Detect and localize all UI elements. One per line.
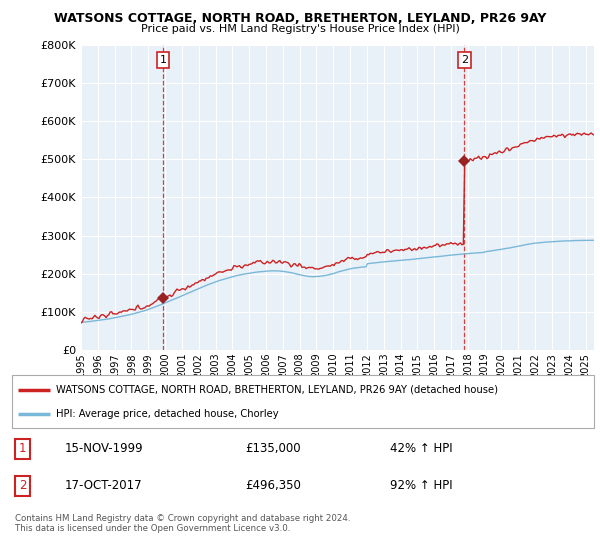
FancyBboxPatch shape [12, 375, 594, 428]
Text: WATSONS COTTAGE, NORTH ROAD, BRETHERTON, LEYLAND, PR26 9AY (detached house): WATSONS COTTAGE, NORTH ROAD, BRETHERTON,… [56, 385, 497, 395]
Text: 92% ↑ HPI: 92% ↑ HPI [391, 479, 453, 492]
Text: 2: 2 [19, 479, 26, 492]
Text: WATSONS COTTAGE, NORTH ROAD, BRETHERTON, LEYLAND, PR26 9AY: WATSONS COTTAGE, NORTH ROAD, BRETHERTON,… [54, 12, 546, 25]
Text: £496,350: £496,350 [245, 479, 301, 492]
Text: Contains HM Land Registry data © Crown copyright and database right 2024.
This d: Contains HM Land Registry data © Crown c… [15, 514, 350, 534]
Text: 2: 2 [461, 55, 468, 65]
Text: 1: 1 [19, 442, 26, 455]
Text: Price paid vs. HM Land Registry's House Price Index (HPI): Price paid vs. HM Land Registry's House … [140, 24, 460, 34]
Text: 1: 1 [160, 55, 167, 65]
Text: 17-OCT-2017: 17-OCT-2017 [64, 479, 142, 492]
Text: £135,000: £135,000 [245, 442, 301, 455]
Text: 42% ↑ HPI: 42% ↑ HPI [391, 442, 453, 455]
Text: 15-NOV-1999: 15-NOV-1999 [64, 442, 143, 455]
Text: HPI: Average price, detached house, Chorley: HPI: Average price, detached house, Chor… [56, 409, 278, 419]
